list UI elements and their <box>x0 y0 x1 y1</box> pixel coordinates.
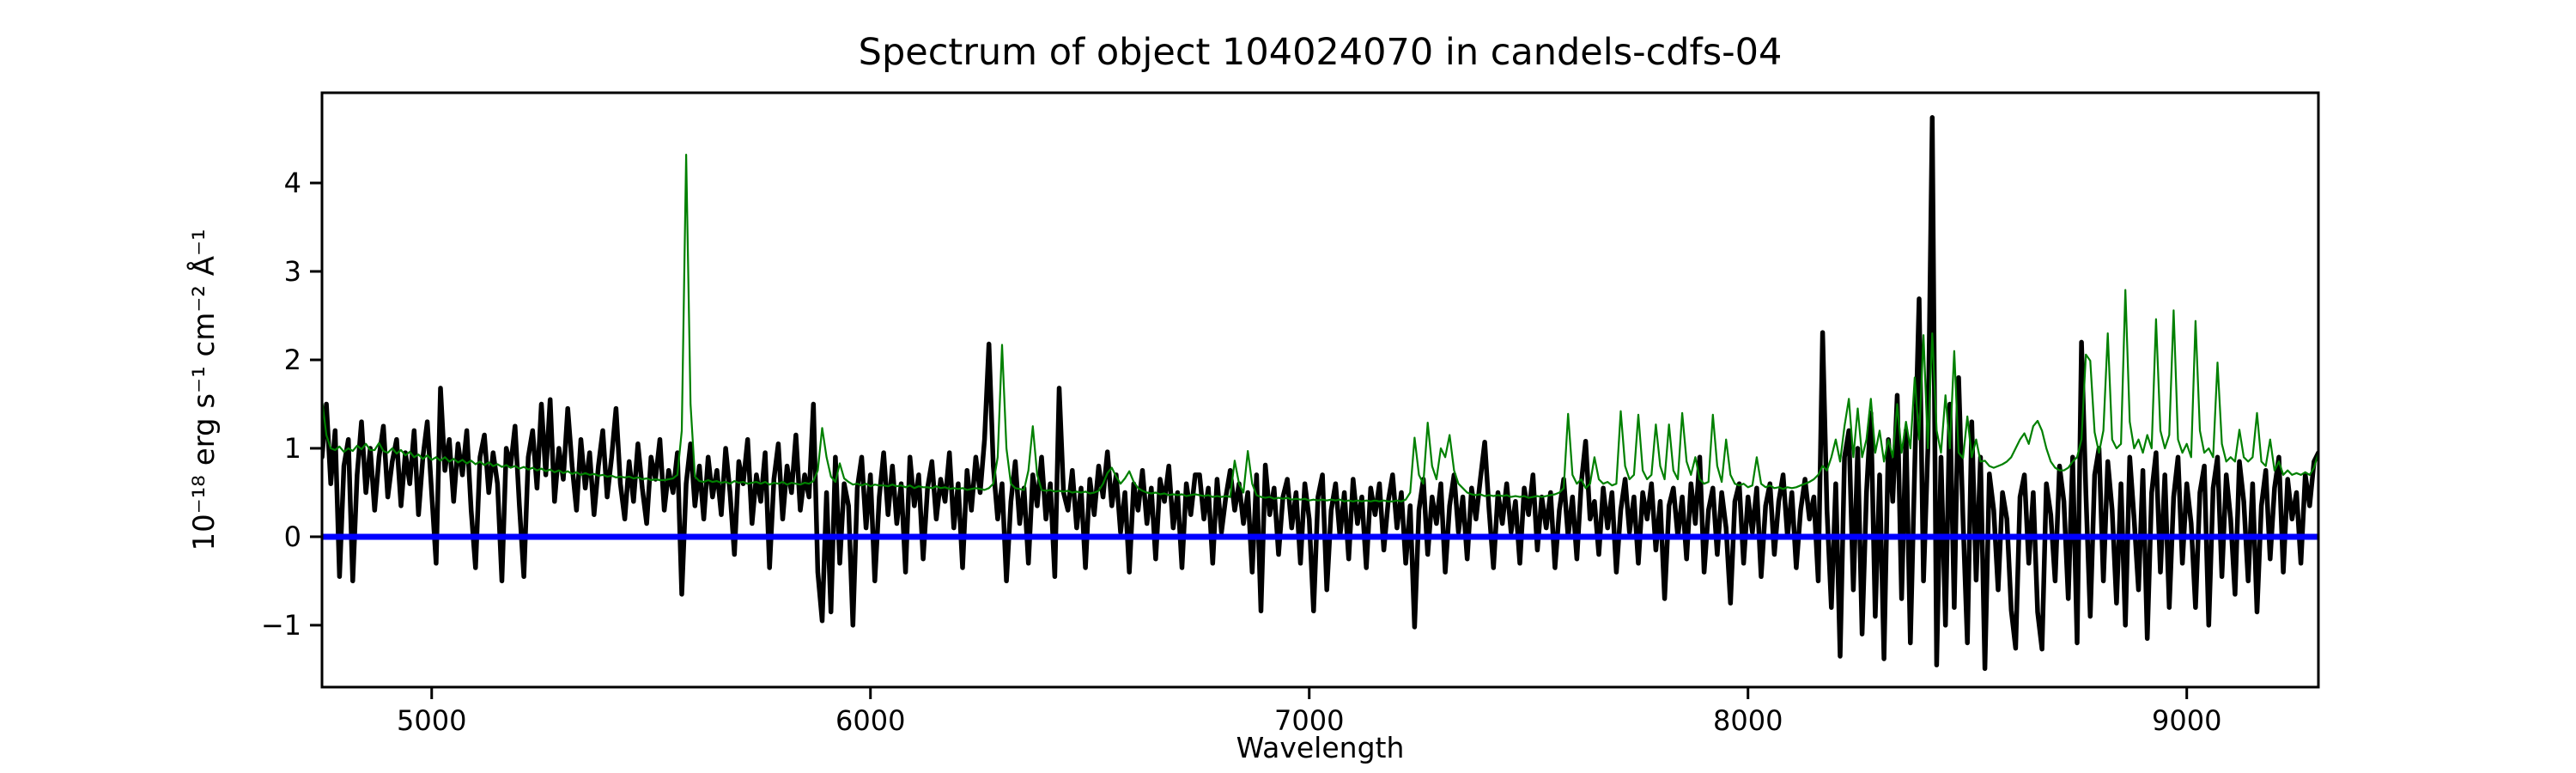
y-tick-label: −1 <box>261 609 301 642</box>
plot-title: Spectrum of object 104024070 in candels-… <box>858 31 1783 74</box>
x-tick-label: 6000 <box>835 704 905 737</box>
y-tick-label: 2 <box>284 344 301 376</box>
x-tick-label: 8000 <box>1713 704 1783 737</box>
sky-noise-line <box>322 154 2318 502</box>
y-axis-label: 10⁻¹⁸ erg s⁻¹ cm⁻² Å⁻¹ <box>187 228 222 551</box>
axes-spines <box>320 91 2320 689</box>
flux-spectrum-line <box>322 115 2318 672</box>
y-tick-label: 4 <box>284 167 301 199</box>
y-tick-label: 1 <box>284 432 301 465</box>
y-tick-label: 0 <box>284 520 301 553</box>
x-axis-label: Wavelength <box>1236 731 1405 764</box>
x-tick-label: 5000 <box>397 704 466 737</box>
x-tick-label: 9000 <box>2152 704 2221 737</box>
y-tick-label: 3 <box>284 255 301 288</box>
x-tick-label: 7000 <box>1274 704 1344 737</box>
